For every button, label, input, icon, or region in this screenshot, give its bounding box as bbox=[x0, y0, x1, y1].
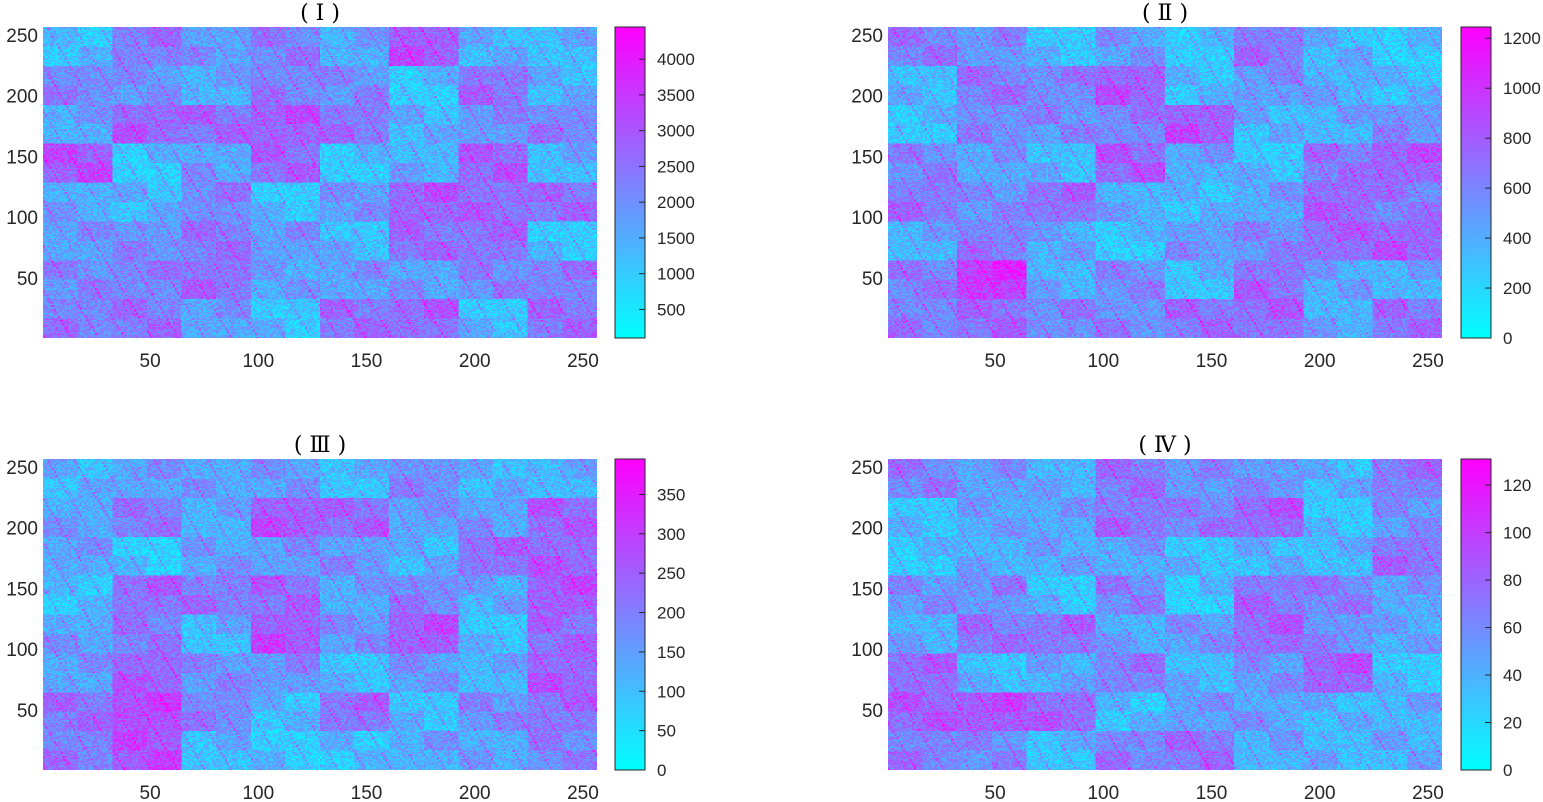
x-tick-label: 250 bbox=[567, 783, 599, 802]
colorbar-tick-label: 20 bbox=[1503, 714, 1522, 733]
x-tick-label: 50 bbox=[985, 351, 1006, 372]
panel-2-y-ticks: 50 100 150 200 250 bbox=[851, 26, 883, 290]
x-tick-label: 150 bbox=[1196, 783, 1228, 802]
colorbar-tick-label: 1000 bbox=[1503, 79, 1541, 98]
colorbar-tick-label: 150 bbox=[657, 643, 685, 662]
colorbar-tick-label: 3000 bbox=[657, 122, 695, 141]
colorbar-tick-label: 1000 bbox=[657, 265, 695, 284]
panel-2-x-ticks: 50 100 150 200 250 bbox=[985, 351, 1444, 372]
panel-2-heatmap-area bbox=[888, 27, 1442, 338]
y-tick-label: 100 bbox=[6, 208, 38, 229]
x-tick-label: 200 bbox=[1304, 351, 1336, 372]
y-tick-label: 100 bbox=[851, 640, 883, 661]
colorbar-tick-label: 2000 bbox=[657, 193, 695, 212]
panel-1-y-ticks: 50 100 150 200 250 bbox=[6, 26, 38, 290]
panel-2-colorbar bbox=[1460, 26, 1492, 339]
colorbar-tick-label: 0 bbox=[1503, 329, 1512, 348]
colorbar-tick-label: 100 bbox=[1503, 524, 1531, 543]
panel-1: ( Ⅰ ) 50 100 150 200 250 50 100 150 200 250 500 1… bbox=[6, 1, 695, 372]
y-tick-label: 250 bbox=[851, 26, 883, 47]
panel-4-heatmap-area bbox=[888, 459, 1442, 770]
panel-3-x-ticks: 50 100 150 200 250 bbox=[140, 783, 599, 802]
y-tick-label: 250 bbox=[851, 458, 883, 479]
x-tick-label: 250 bbox=[1412, 351, 1444, 372]
colorbar-tick-label: 200 bbox=[1503, 279, 1531, 298]
panel-2: ( Ⅱ ) 50 100 150 200 250 50 100 150 200 250 0 200… bbox=[851, 1, 1541, 372]
panel-3-colorbar-ticks: 0 50 100 150 200 250 300 350 bbox=[639, 485, 685, 780]
panel-1-heatmap-area bbox=[43, 27, 597, 338]
panel-4-y-ticks: 50 100 150 200 250 bbox=[851, 458, 883, 722]
y-tick-label: 50 bbox=[862, 701, 883, 722]
colorbar-tick-label: 50 bbox=[657, 722, 676, 741]
panel-1-title: ( Ⅰ ) bbox=[300, 1, 340, 26]
colorbar-tick-label: 500 bbox=[657, 300, 685, 319]
y-tick-label: 100 bbox=[6, 640, 38, 661]
colorbar-tick-label: 3500 bbox=[657, 86, 695, 105]
panel-2-colorbar-ticks: 0 200 400 600 800 1000 1200 bbox=[1485, 29, 1541, 348]
panel-1-colorbar bbox=[614, 26, 646, 339]
y-tick-label: 100 bbox=[851, 208, 883, 229]
colorbar-tick-label: 120 bbox=[1503, 476, 1531, 495]
colorbar-tick-label: 1200 bbox=[1503, 29, 1541, 48]
x-tick-label: 100 bbox=[242, 351, 274, 372]
panel-4-title: ( Ⅳ ) bbox=[1138, 433, 1191, 458]
y-tick-label: 150 bbox=[851, 579, 883, 600]
panel-4-colorbar-ticks: 0 20 40 60 80 100 120 bbox=[1485, 476, 1531, 780]
x-tick-label: 250 bbox=[567, 351, 599, 372]
panel-4: ( Ⅳ ) 50 100 150 200 250 50 100 150 200 250 0 20 4… bbox=[851, 433, 1531, 802]
y-tick-label: 150 bbox=[6, 579, 38, 600]
x-tick-label: 150 bbox=[351, 783, 383, 802]
y-tick-label: 200 bbox=[6, 519, 38, 540]
x-tick-label: 100 bbox=[1087, 351, 1119, 372]
x-tick-label: 250 bbox=[1412, 783, 1444, 802]
colorbar-tick-label: 60 bbox=[1503, 619, 1522, 638]
panel-4-x-ticks: 50 100 150 200 250 bbox=[985, 783, 1444, 802]
colorbar-tick-label: 300 bbox=[657, 525, 685, 544]
x-tick-label: 200 bbox=[459, 783, 491, 802]
panel-3: ( Ⅲ ) 50 100 150 200 250 50 100 150 200 250 0 50 1… bbox=[6, 433, 685, 802]
panel-1-colorbar-ticks: 500 1000 1500 2000 2500 3000 3500 4000 bbox=[639, 50, 695, 319]
y-tick-label: 250 bbox=[6, 26, 38, 47]
panel-3-title: ( Ⅲ ) bbox=[294, 433, 346, 458]
x-tick-label: 200 bbox=[1304, 783, 1336, 802]
panel-1-x-ticks: 50 100 150 200 250 bbox=[140, 351, 599, 372]
colorbar-tick-label: 400 bbox=[1503, 229, 1531, 248]
y-tick-label: 150 bbox=[851, 147, 883, 168]
colorbar-tick-label: 0 bbox=[1503, 761, 1512, 780]
colorbar-tick-label: 2500 bbox=[657, 157, 695, 176]
panel-2-title: ( Ⅱ ) bbox=[1142, 1, 1188, 26]
x-tick-label: 150 bbox=[1196, 351, 1228, 372]
colorbar-tick-label: 0 bbox=[657, 761, 666, 780]
x-tick-label: 100 bbox=[1087, 783, 1119, 802]
colorbar-tick-label: 600 bbox=[1503, 179, 1531, 198]
x-tick-label: 150 bbox=[351, 351, 383, 372]
colorbar-tick-label: 200 bbox=[657, 604, 685, 623]
y-tick-label: 200 bbox=[6, 87, 38, 108]
x-tick-label: 100 bbox=[242, 783, 274, 802]
colorbar-tick-label: 40 bbox=[1503, 666, 1522, 685]
y-tick-label: 150 bbox=[6, 147, 38, 168]
x-tick-label: 50 bbox=[985, 783, 1006, 802]
y-tick-label: 50 bbox=[17, 701, 38, 722]
colorbar-tick-label: 800 bbox=[1503, 129, 1531, 148]
panel-4-colorbar bbox=[1460, 458, 1492, 771]
panel-3-heatmap-area bbox=[43, 459, 597, 770]
x-tick-label: 200 bbox=[459, 351, 491, 372]
colorbar-tick-label: 100 bbox=[657, 682, 685, 701]
colorbar-tick-label: 350 bbox=[657, 485, 685, 504]
y-tick-label: 50 bbox=[862, 269, 883, 290]
y-tick-label: 50 bbox=[17, 269, 38, 290]
colorbar-tick-label: 1500 bbox=[657, 229, 695, 248]
colorbar-tick-label: 250 bbox=[657, 564, 685, 583]
panel-3-y-ticks: 50 100 150 200 250 bbox=[6, 458, 38, 722]
colorbar-tick-label: 4000 bbox=[657, 50, 695, 69]
y-tick-label: 200 bbox=[851, 87, 883, 108]
colorbar-tick-label: 80 bbox=[1503, 571, 1522, 590]
y-tick-label: 200 bbox=[851, 519, 883, 540]
panel-3-colorbar bbox=[614, 458, 646, 771]
y-tick-label: 250 bbox=[6, 458, 38, 479]
x-tick-label: 50 bbox=[140, 783, 161, 802]
x-tick-label: 50 bbox=[140, 351, 161, 372]
